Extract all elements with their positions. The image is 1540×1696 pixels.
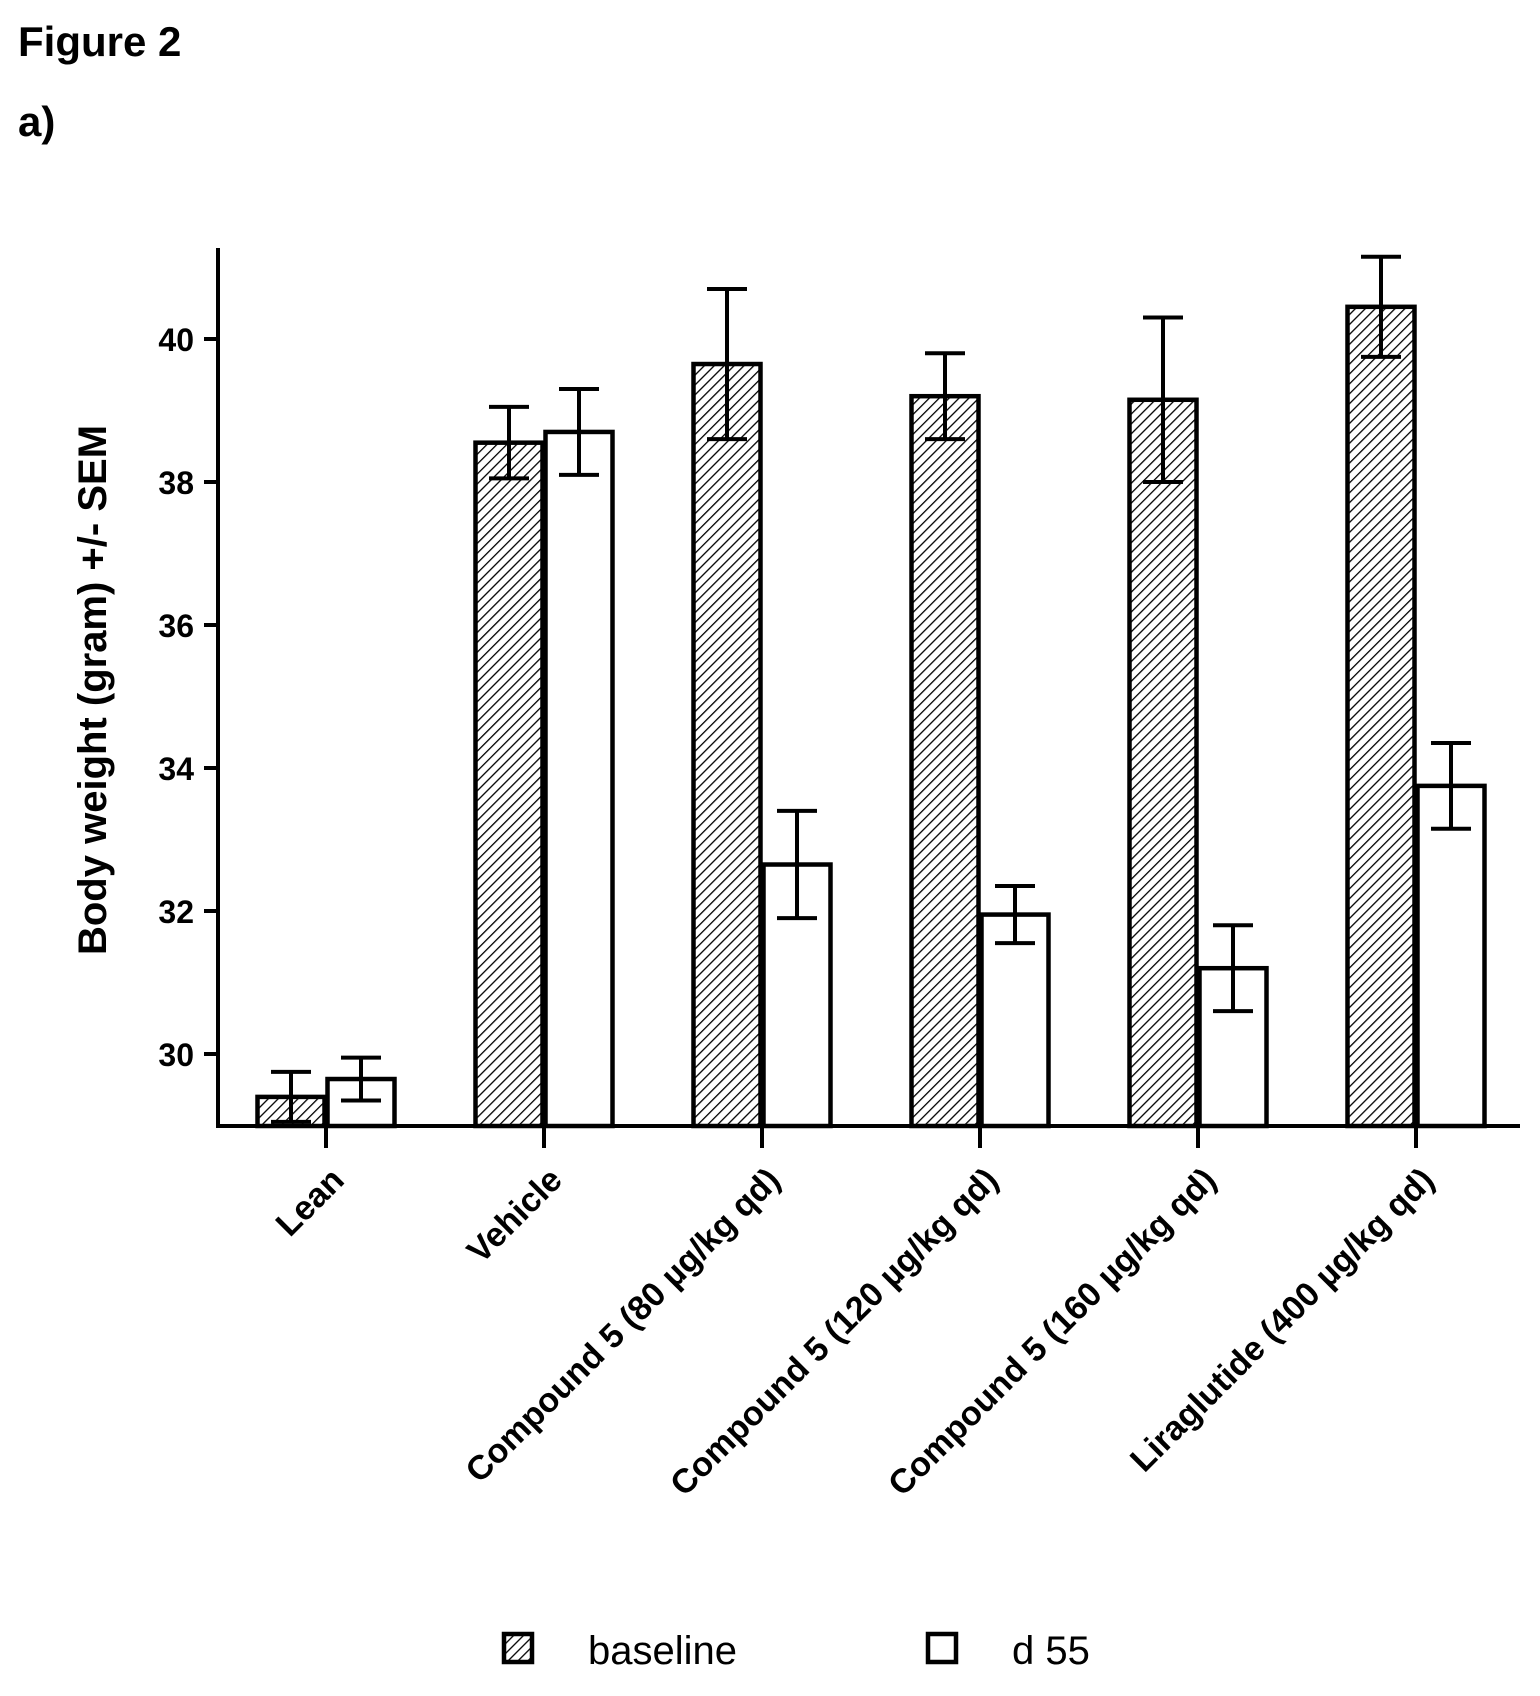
bar-baseline — [473, 440, 545, 1129]
legend-label: d 55 — [1012, 1629, 1090, 1673]
bar-d55 — [979, 912, 1051, 1129]
bar-baseline — [1345, 304, 1417, 1129]
y-tick-label: 36 — [158, 608, 194, 644]
legend-label: baseline — [588, 1629, 737, 1673]
legend-swatch-baseline — [501, 1631, 535, 1665]
x-tick-label: Vehicle — [460, 1161, 570, 1271]
figure-label: Figure 2 — [18, 18, 182, 65]
y-tick-label: 38 — [158, 465, 194, 501]
x-tick-label: Lean — [269, 1161, 352, 1244]
panel-label: a) — [18, 98, 56, 145]
bar-d55 — [1415, 783, 1487, 1129]
y-tick-label: 34 — [158, 751, 194, 787]
bar-baseline — [1127, 397, 1199, 1129]
legend-swatch-d55 — [925, 1631, 959, 1665]
y-axis-label: Body weight (gram) +/- SEM — [71, 425, 115, 955]
y-tick-label: 40 — [158, 322, 194, 358]
bar-baseline — [909, 393, 981, 1129]
plot-area: 30 32 34 36 38 40 Body weight (gram) +/- SEM Le… — [71, 248, 1520, 1673]
bar-d55 — [543, 429, 615, 1129]
y-tick-label: 32 — [158, 894, 194, 930]
bar-baseline — [691, 361, 763, 1129]
y-tick-label: 30 — [158, 1037, 194, 1073]
bar-d55 — [325, 1076, 397, 1129]
